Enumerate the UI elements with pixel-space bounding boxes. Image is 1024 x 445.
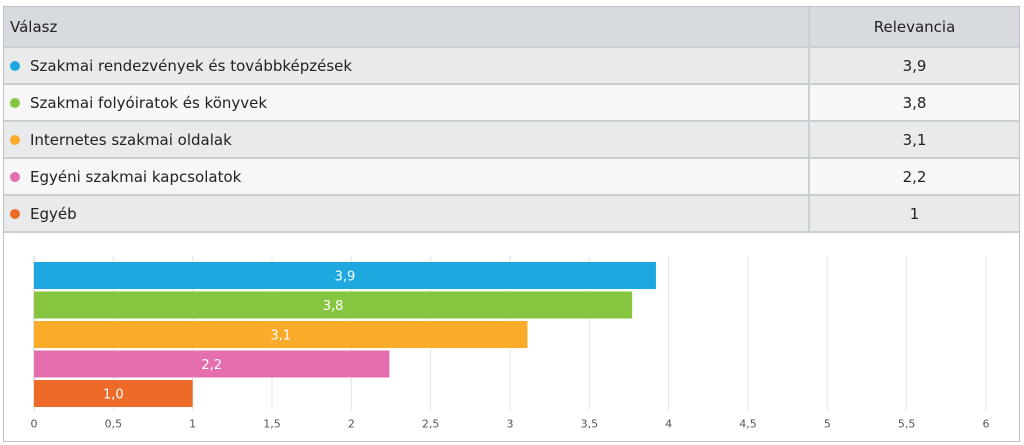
column-header-relevance: Relevancia xyxy=(809,7,1019,48)
bar-data-label: 2,2 xyxy=(201,358,222,373)
row-value: 3,1 xyxy=(809,121,1019,159)
legend-dot-icon xyxy=(10,134,20,145)
row-label: Egyéb xyxy=(30,204,77,223)
x-tick-label: 0,5 xyxy=(105,418,123,431)
table-header-row: Válasz Relevancia xyxy=(4,7,1019,48)
bar-data-label: 3,1 xyxy=(270,329,291,344)
x-tick-label: 4,5 xyxy=(739,418,757,431)
row-value: 1 xyxy=(809,195,1019,233)
row-label: Szakmai folyóiratok és könyvek xyxy=(30,93,268,112)
bar-data-label: 3,9 xyxy=(335,270,356,285)
relevance-bar-chart: 3,9 3,8 3,1 2,2 1,0 0 0,5 1 1,5 2 2,5 3 3,5 4 4,5 5 5,5 6 xyxy=(31,256,990,431)
x-tick-label: 1 xyxy=(189,418,196,431)
bar xyxy=(34,380,193,407)
x-tick-label: 5,5 xyxy=(898,418,916,431)
legend-dot-icon xyxy=(10,97,20,108)
x-tick-label: 2,5 xyxy=(422,418,440,431)
table-row: Internetes szakmai oldalak 3,1 xyxy=(4,121,1019,159)
row-value: 3,8 xyxy=(809,84,1019,122)
bar xyxy=(34,350,390,378)
x-tick-label: 4 xyxy=(665,418,672,431)
row-label: Internetes szakmai oldalak xyxy=(30,130,232,149)
x-tick-label: 2 xyxy=(348,418,355,431)
x-tick-label: 3,5 xyxy=(581,418,599,431)
x-tick-label: 3 xyxy=(507,418,514,431)
x-tick-label: 0 xyxy=(31,418,38,431)
x-tick-label: 1,5 xyxy=(263,418,281,431)
table-row: Szakmai rendezvények és továbbképzések 3… xyxy=(4,47,1019,85)
x-tick-label: 5 xyxy=(824,418,831,431)
row-label: Szakmai rendezvények és továbbképzések xyxy=(30,56,353,75)
survey-results-panel: Válasz Relevancia Szakmai rendezvények é… xyxy=(3,6,1020,442)
legend-dot-icon xyxy=(10,208,20,219)
results-table: Válasz Relevancia Szakmai rendezvények é… xyxy=(4,7,1019,233)
bar xyxy=(34,321,528,348)
x-tick-label: 6 xyxy=(983,418,990,431)
bar xyxy=(34,291,633,319)
row-value: 3,9 xyxy=(809,47,1019,85)
bar-data-label: 1,0 xyxy=(103,388,124,403)
table-row: Egyéni szakmai kapcsolatok 2,2 xyxy=(4,158,1019,196)
legend-dot-icon xyxy=(10,60,20,71)
row-value: 2,2 xyxy=(809,158,1019,196)
legend-dot-icon xyxy=(10,171,20,182)
row-label: Egyéni szakmai kapcsolatok xyxy=(30,167,242,186)
table-row: Egyéb 1 xyxy=(4,195,1019,233)
column-header-answer: Válasz xyxy=(4,7,810,48)
table-row: Szakmai folyóiratok és könyvek 3,8 xyxy=(4,84,1019,122)
bar xyxy=(34,262,656,289)
bar-data-label: 3,8 xyxy=(323,299,344,314)
